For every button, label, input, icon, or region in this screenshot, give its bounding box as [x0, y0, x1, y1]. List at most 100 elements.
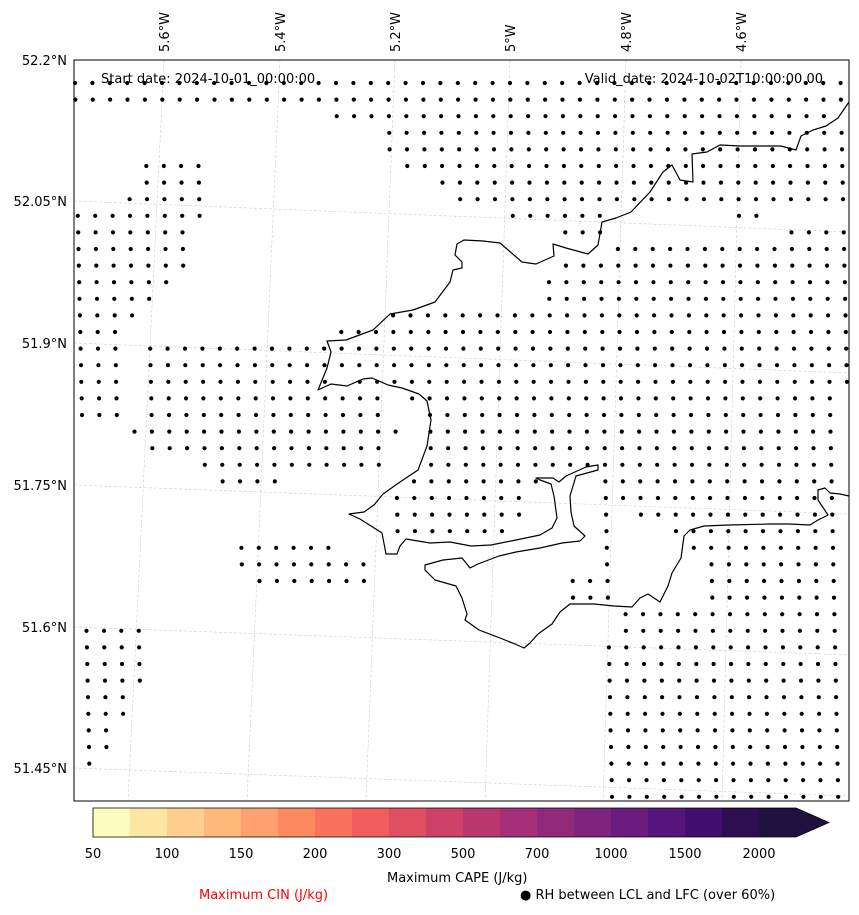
rh-dot: [526, 147, 531, 152]
rh-dot: [578, 147, 584, 152]
rh-dot: [620, 462, 625, 467]
rh-dot: [637, 462, 642, 467]
rh-dot: [599, 296, 604, 301]
rh-dot: [218, 396, 223, 401]
rh-dot: [563, 263, 569, 268]
rh-dot: [391, 346, 396, 351]
rh-dot: [739, 346, 744, 351]
rh-dot: [666, 197, 672, 202]
rh-dot: [688, 396, 693, 401]
rh-dot: [562, 213, 568, 218]
rh-dot: [412, 495, 417, 501]
rh-dot: [824, 230, 829, 235]
cape-colorbar-label: Maximum CAPE (J/kg): [387, 871, 528, 886]
lon-tick-label: 4.6°W: [735, 12, 750, 52]
rh-dot: [764, 678, 769, 683]
lon-tick-label: 5.2°W: [389, 12, 404, 52]
rh-dot: [621, 495, 626, 501]
rh-dot: [512, 313, 518, 318]
rh-dot: [457, 163, 462, 169]
rh-dot: [306, 429, 311, 434]
rh-dot: [660, 695, 665, 700]
rh-dot: [103, 695, 108, 700]
rh-dot: [654, 429, 659, 434]
rh-dot: [682, 130, 688, 135]
rh-dot: [144, 180, 149, 185]
rh-dot: [272, 446, 277, 451]
rh-dot: [801, 794, 806, 799]
rh-dot: [699, 80, 704, 86]
rh-dot: [838, 97, 844, 102]
rh-dot: [605, 578, 610, 584]
rh-dot: [201, 412, 206, 418]
rh-dot: [104, 744, 109, 750]
colorbar-swatch: [648, 808, 686, 837]
rh-dot: [342, 462, 347, 467]
rh-dot: [748, 778, 754, 783]
rh-dot: [641, 661, 647, 667]
rh-dot: [515, 429, 520, 434]
rh-dot: [690, 495, 695, 501]
rh-dot: [514, 379, 519, 384]
rh-dot: [743, 529, 748, 534]
rh-dot: [369, 114, 374, 119]
rh-dot: [607, 661, 612, 667]
rh-dot: [391, 329, 396, 335]
rh-dot: [496, 346, 501, 351]
rh-dot: [560, 114, 566, 119]
rh-dot: [801, 778, 806, 783]
rh-dot: [421, 114, 426, 119]
rh-dot: [821, 80, 826, 86]
rh-dot: [812, 495, 817, 501]
rh-dot: [814, 578, 819, 584]
rh-dot: [726, 545, 731, 550]
rh-dot: [758, 412, 763, 418]
rh-dot: [701, 197, 707, 202]
rh-dot: [498, 479, 504, 484]
rh-dot: [533, 479, 538, 484]
rh-dot: [735, 147, 740, 152]
rh-dot: [637, 446, 642, 451]
rh-dot: [162, 213, 167, 218]
rh-dot: [624, 678, 630, 683]
rh-dot: [165, 363, 170, 368]
rh-dot: [755, 263, 760, 268]
rh-dot: [765, 728, 770, 733]
rh-dot: [254, 446, 259, 451]
rh-dot: [687, 346, 692, 351]
rh-dot: [481, 462, 486, 467]
rh-dot: [608, 728, 613, 733]
rh-dot: [496, 363, 501, 368]
rh-dot: [661, 744, 666, 750]
rh-dot: [272, 479, 277, 484]
rh-dot: [79, 379, 84, 384]
rh-dot: [473, 80, 478, 86]
rh-dot: [771, 180, 776, 185]
rh-dot: [568, 462, 573, 467]
rh-dot: [659, 661, 664, 667]
rh-dot: [509, 163, 514, 169]
rh-dot: [810, 412, 815, 418]
rh-dot: [671, 429, 677, 434]
rh-dot: [653, 363, 658, 368]
rh-dot: [125, 97, 130, 102]
rh-dot: [783, 778, 788, 783]
rh-dot: [463, 446, 468, 451]
rh-dot: [653, 396, 658, 401]
rh-dot: [743, 545, 749, 550]
rh-dot: [111, 263, 116, 268]
rh-dot: [712, 695, 717, 700]
rh-dot: [703, 280, 708, 285]
rh-dot: [737, 246, 742, 252]
rh-dot: [623, 612, 628, 617]
rh-dot: [570, 595, 576, 600]
rh-dot: [824, 263, 830, 268]
rh-dot: [577, 97, 583, 102]
rh-dot: [443, 329, 448, 335]
rh-dot: [728, 645, 733, 650]
rh-dot: [121, 711, 126, 716]
rh-dot: [650, 263, 656, 268]
rh-dot: [755, 280, 760, 285]
rh-dot: [421, 97, 426, 102]
rh-dot: [772, 263, 778, 268]
